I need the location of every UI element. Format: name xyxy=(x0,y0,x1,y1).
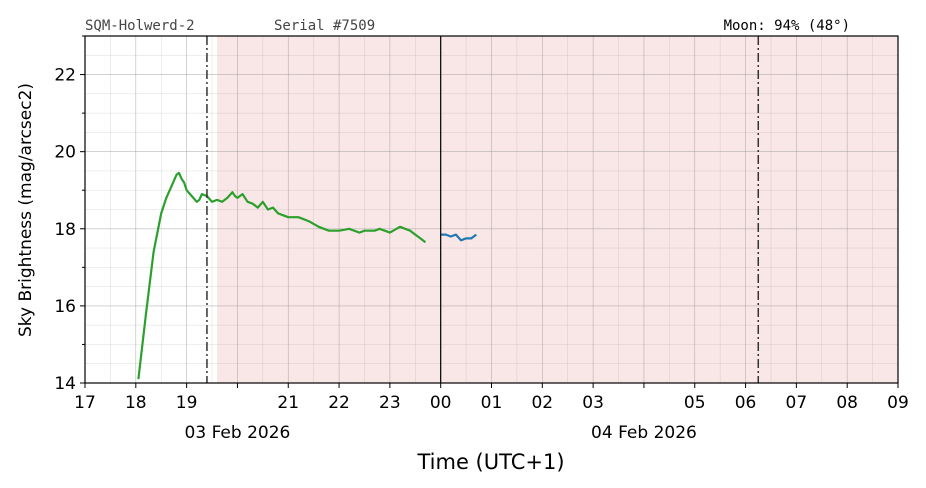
series-layer xyxy=(137,171,477,380)
x-tick-label: 19 xyxy=(176,393,198,413)
series-line-2 xyxy=(440,233,477,242)
grid xyxy=(84,35,899,384)
y-tick-label: 16 xyxy=(54,297,76,317)
date-label: 03 Feb 2026 xyxy=(185,423,291,443)
x-tick-label: 05 xyxy=(684,393,706,413)
y-tick-label: 22 xyxy=(54,66,76,86)
x-tick-label: 00 xyxy=(430,393,452,413)
x-axis: 17 18 19 21 22 23 00 01 02 03 05 06 07 08 09 xyxy=(74,383,909,413)
y-axis-label: Sky Brightness (mag/arcsec2) xyxy=(16,83,36,337)
x-tick-label: 21 xyxy=(277,393,299,413)
y-tick-label: 20 xyxy=(54,143,76,163)
date-labels: 03 Feb 2026 04 Feb 2026 xyxy=(185,423,697,443)
x-tick-label: 02 xyxy=(531,393,553,413)
x-tick-label: 23 xyxy=(379,393,401,413)
x-axis-label: Time (UTC+1) xyxy=(416,450,564,474)
moon-info: Moon: 94% (48°) xyxy=(724,18,850,34)
series-line-1 xyxy=(137,171,427,380)
x-tick-label: 08 xyxy=(836,393,858,413)
time-markers xyxy=(206,36,760,383)
x-tick-label: 09 xyxy=(887,393,909,413)
y-axis: 14 16 18 20 22 xyxy=(54,35,85,394)
x-tick-label: 07 xyxy=(786,393,808,413)
y-tick-label: 14 xyxy=(54,374,76,394)
x-tick-label: 03 xyxy=(582,393,604,413)
x-tick-label: 18 xyxy=(125,393,147,413)
x-tick-label: 01 xyxy=(481,393,503,413)
y-tick-label: 18 xyxy=(54,220,76,240)
station-name: SQM-Holwerd-2 xyxy=(85,18,195,34)
x-tick-label: 22 xyxy=(328,393,350,413)
x-tick-label: 06 xyxy=(735,393,757,413)
x-tick-label: 17 xyxy=(74,393,96,413)
serial-number: Serial #7509 xyxy=(274,18,375,34)
date-label: 04 Feb 2026 xyxy=(591,423,697,443)
